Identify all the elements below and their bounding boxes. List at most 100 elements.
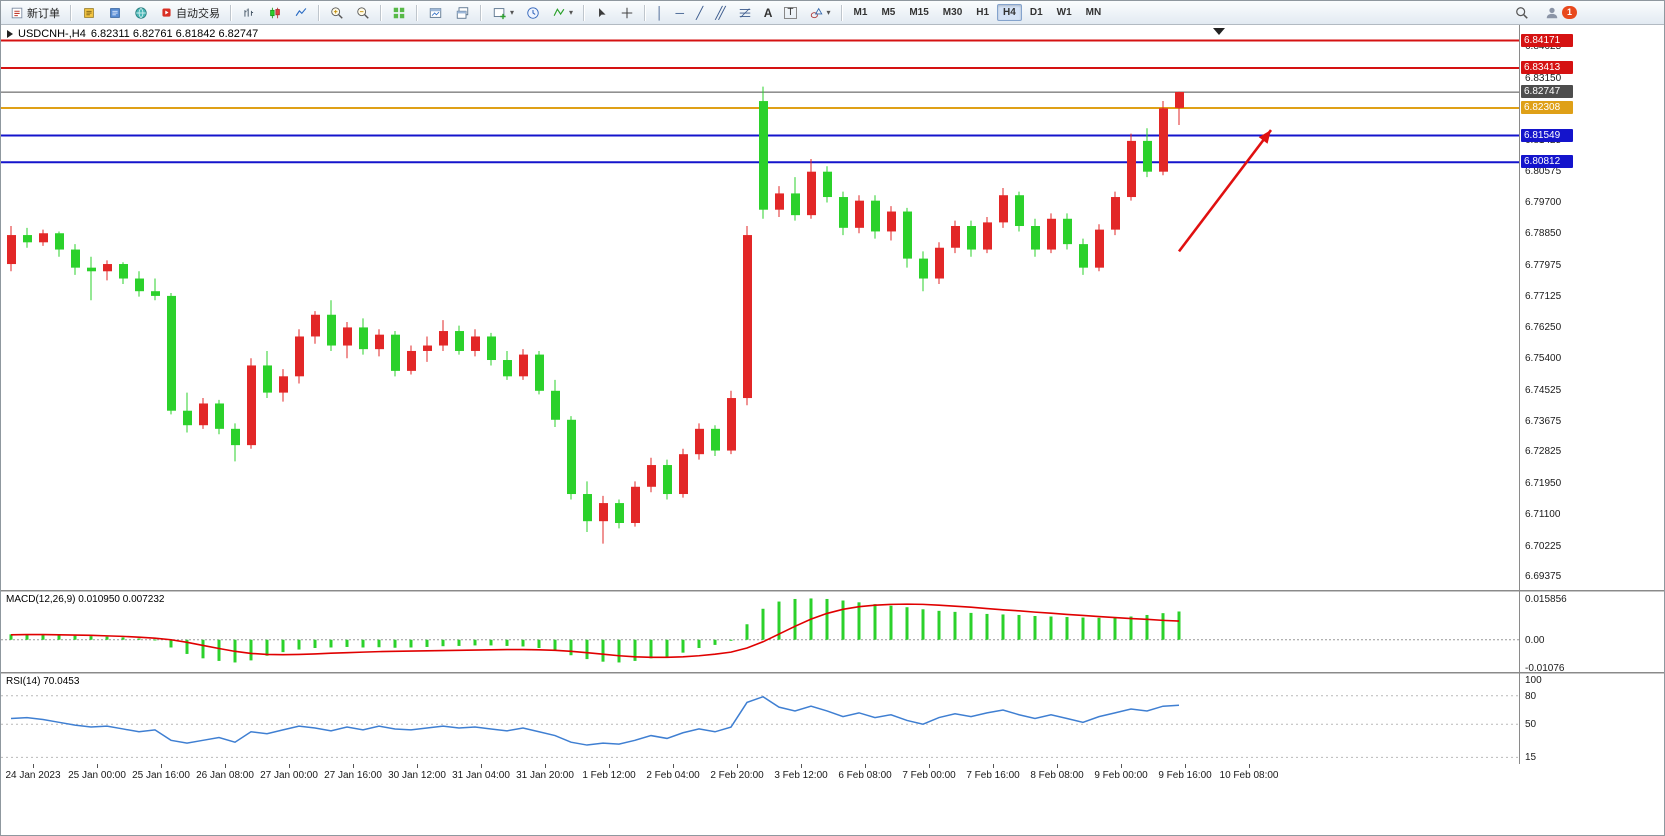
- macd-histogram-bar: [441, 639, 445, 647]
- search-icon: [1516, 6, 1528, 19]
- timeframe-h4-button[interactable]: H4: [997, 4, 1022, 21]
- toolbar: 新订单 自动交易: [1, 1, 1664, 25]
- period-button[interactable]: [521, 3, 545, 23]
- macd-histogram-bar: [857, 602, 861, 640]
- dropdown-icon: ▾: [826, 7, 831, 17]
- candle-body: [295, 336, 304, 377]
- macd-axis[interactable]: 0.015856 0.00 -0.01076: [1520, 592, 1664, 674]
- timeframe-d1-button[interactable]: D1: [1024, 4, 1049, 21]
- candle-body: [1047, 218, 1056, 250]
- macd-histogram-bar: [713, 639, 717, 645]
- line-chart-icon: [295, 8, 307, 17]
- channel-button[interactable]: ╱╱: [710, 3, 730, 23]
- candle-body: [391, 334, 400, 371]
- time-axis-tick: [993, 764, 994, 768]
- price-line-badge[interactable]: 6.83413: [1521, 60, 1573, 74]
- macd-histogram-bar: [1177, 611, 1181, 640]
- candle-body: [23, 235, 32, 243]
- price-line-badge[interactable]: 6.81549: [1521, 128, 1573, 142]
- time-axis[interactable]: 24 Jan 2023 25 Jan 00:00 25 Jan 16:00 26 Ja…: [1, 764, 1664, 790]
- timeframe-h1-button[interactable]: H1: [970, 4, 995, 21]
- market-watch-button[interactable]: [77, 3, 101, 23]
- autotrade-button[interactable]: 自动交易: [155, 3, 225, 23]
- zoom-in-button[interactable]: [325, 3, 349, 23]
- candlestick-chart-button[interactable]: [263, 3, 287, 23]
- label-button[interactable]: T: [779, 3, 801, 23]
- trend-arrow[interactable]: [1177, 129, 1273, 253]
- vertical-line-button[interactable]: │: [651, 3, 669, 23]
- chart-shift-marker[interactable]: [1213, 28, 1225, 35]
- chart-window-cascade-button[interactable]: [450, 3, 475, 23]
- macd-histogram-bar: [361, 639, 365, 648]
- panel-separator[interactable]: [1, 590, 1664, 592]
- macd-histogram-bar: [377, 639, 381, 648]
- rsi-panel-plot[interactable]: [1, 674, 1519, 764]
- zoom-out-button[interactable]: [351, 3, 375, 23]
- navigator-button[interactable]: [103, 3, 127, 23]
- timeframe-m30-button[interactable]: M30: [937, 4, 968, 21]
- time-axis-tick: [225, 764, 226, 768]
- toolbar-separator: [480, 4, 482, 21]
- line-chart-button[interactable]: [289, 3, 313, 23]
- candle-body: [855, 200, 864, 228]
- rsi-axis-label: 50: [1525, 719, 1537, 731]
- horizontal-line-button[interactable]: ─: [671, 3, 690, 23]
- time-axis-label: 2 Feb 04:00: [646, 770, 700, 781]
- candle-body: [55, 233, 64, 250]
- candle-body: [455, 331, 464, 351]
- rsi-axis-label: 80: [1525, 690, 1537, 702]
- macd-histogram-bar: [1081, 617, 1085, 640]
- timeframe-m5-button[interactable]: M5: [875, 4, 901, 21]
- price-line-badge[interactable]: 6.84171: [1521, 33, 1573, 47]
- chart-symbol-period: USDCNH-,H4: [18, 28, 86, 40]
- fibonacci-button[interactable]: [733, 3, 757, 23]
- time-axis-tick: [97, 764, 98, 768]
- main-chart-plot[interactable]: [1, 25, 1519, 590]
- terminal-button[interactable]: [129, 3, 153, 23]
- timeframe-w1-button[interactable]: W1: [1051, 4, 1078, 21]
- timeframe-mn-button[interactable]: MN: [1080, 4, 1108, 21]
- macd-histogram-bar: [489, 639, 493, 646]
- text-button[interactable]: A: [759, 3, 778, 23]
- price-axis-label: 6.70225: [1525, 540, 1562, 552]
- candle-body: [1111, 197, 1120, 230]
- candlestick-chart-icon: [270, 7, 280, 18]
- bar-chart-button[interactable]: [237, 3, 261, 23]
- timeframe-m1-button[interactable]: M1: [848, 4, 874, 21]
- candle-body: [1175, 92, 1184, 108]
- one-click-trading-arrow[interactable]: [7, 30, 13, 38]
- candle-body: [439, 331, 448, 346]
- trendline-icon: ╱: [696, 5, 704, 20]
- time-axis-tick: [1249, 764, 1250, 768]
- price-line-badge[interactable]: 6.82308: [1521, 101, 1573, 114]
- candle-body: [7, 235, 16, 265]
- tile-windows-button[interactable]: [387, 3, 411, 23]
- notifications-button[interactable]: 1: [1540, 3, 1582, 23]
- indicators-button[interactable]: ▾: [547, 3, 578, 23]
- crosshair-button[interactable]: [615, 3, 639, 23]
- macd-histogram-bar: [665, 639, 669, 657]
- price-line-badge[interactable]: 6.80812: [1521, 155, 1573, 169]
- toolbar-separator: [70, 4, 72, 21]
- new-order-button[interactable]: 新订单: [5, 3, 65, 23]
- cursor-button[interactable]: [590, 3, 613, 23]
- price-axis[interactable]: 6.840256.831506.822756.814256.805756.797…: [1520, 25, 1664, 590]
- macd-histogram-bar: [345, 639, 349, 647]
- toolbar-separator: [583, 4, 586, 21]
- rsi-axis[interactable]: 100 80 50 15: [1520, 674, 1664, 764]
- time-axis-label: 30 Jan 12:00: [388, 770, 446, 781]
- clock-icon: [527, 6, 539, 19]
- chart-window-button[interactable]: [423, 3, 448, 23]
- candle-body: [327, 314, 336, 346]
- shapes-button[interactable]: ▾: [804, 3, 836, 23]
- timeframe-m15-button[interactable]: M15: [903, 4, 934, 21]
- new-chart-button[interactable]: ▾: [487, 3, 519, 23]
- search-button[interactable]: [1510, 3, 1534, 23]
- price-line-badge[interactable]: 6.82747: [1521, 85, 1573, 99]
- panel-separator[interactable]: [1, 672, 1664, 674]
- price-axis-label: 6.75400: [1525, 353, 1562, 365]
- macd-panel-plot[interactable]: [1, 592, 1519, 672]
- trendline-button[interactable]: ╱: [691, 3, 708, 23]
- chart-window-icon: [429, 7, 442, 18]
- macd-histogram-bar: [329, 639, 333, 648]
